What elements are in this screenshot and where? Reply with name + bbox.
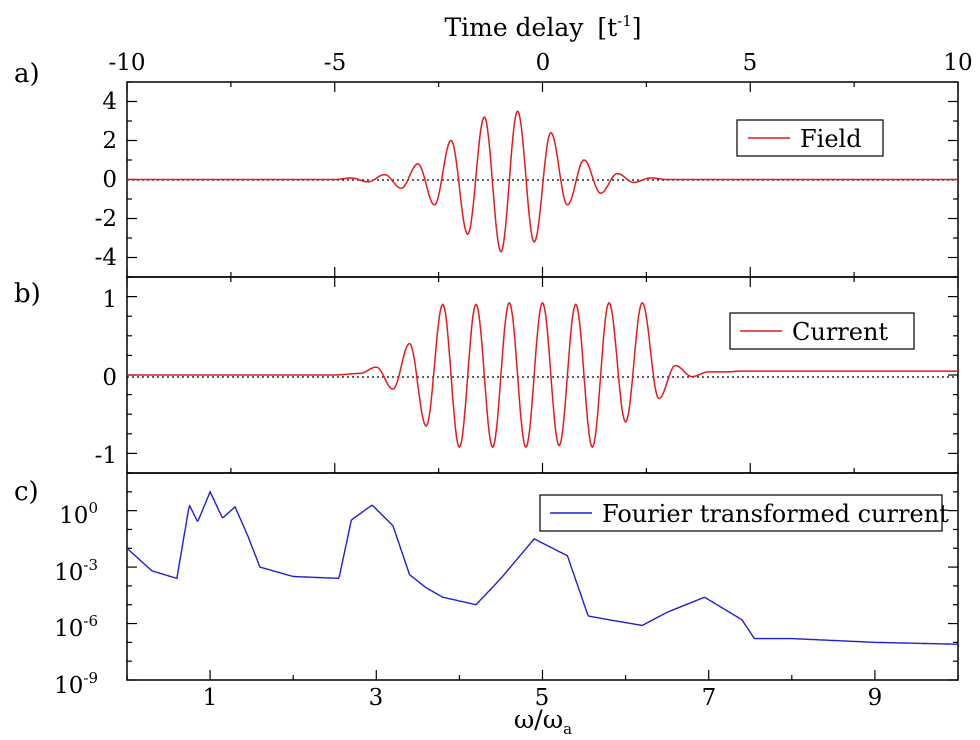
bottom-x-tick-labels: 1 3 5 7 9 [203, 685, 883, 711]
top-x-tick-labels: -10 -5 0 5 10 [108, 50, 972, 76]
y-tick-label: -1 [95, 443, 117, 469]
panel-a-y-tick-labels: 4 2 0 -2 -4 [95, 89, 117, 271]
legend-fourier-label: Fourier transformed current [602, 500, 949, 528]
legend-current-label: Current [792, 318, 888, 346]
y-tick-label: 10-3 [54, 556, 98, 586]
top-axis-title: Time delay [t-1] [444, 12, 641, 42]
y-tick-label: 0 [102, 167, 117, 193]
y-tick-label: 0 [102, 365, 117, 391]
field-series-line [127, 110, 958, 253]
top-x-tick-label: -10 [108, 50, 145, 76]
fourier-series-line [126, 490, 958, 645]
bottom-x-tick-label: 1 [203, 685, 218, 711]
y-tick-label: 4 [102, 89, 117, 115]
panel-b-y-tick-labels: 1 0 -1 [95, 287, 117, 469]
y-tick-label: 10-6 [54, 612, 98, 642]
current-series-line [127, 301, 958, 449]
y-tick-label: -4 [95, 245, 117, 271]
bottom-x-tick-label: 9 [868, 685, 883, 711]
top-x-tick-label: -5 [324, 50, 346, 76]
top-x-tick-label: 5 [743, 50, 758, 76]
bottom-axis-title: ω/ωa [514, 705, 572, 738]
y-tick-label: 1 [102, 287, 117, 313]
y-tick-label: 10-9 [54, 669, 98, 699]
top-x-tick-label: 10 [943, 50, 972, 76]
tick-marks [126, 81, 959, 681]
panel-a-tag: a) [14, 59, 40, 89]
legend-current: Current [729, 312, 915, 350]
y-tick-label: -2 [95, 206, 117, 232]
panel-c-y-tick-labels: 100 10-3 10-6 10-9 [54, 499, 98, 699]
y-tick-label: 100 [59, 499, 98, 529]
bottom-x-tick-label: 3 [369, 685, 384, 711]
legend-field: Field [736, 119, 884, 157]
panel-c-tag: c) [14, 477, 39, 507]
top-x-tick-label: 0 [536, 50, 551, 76]
panel-b-tag: b) [14, 279, 41, 309]
legend-fourier: Fourier transformed current [539, 494, 949, 532]
y-tick-label: 2 [102, 128, 117, 154]
bottom-x-tick-label: 5 [535, 685, 550, 711]
legend-fourier-box [539, 494, 943, 532]
legend-field-label: Field [800, 125, 862, 153]
bottom-x-tick-label: 7 [702, 685, 717, 711]
